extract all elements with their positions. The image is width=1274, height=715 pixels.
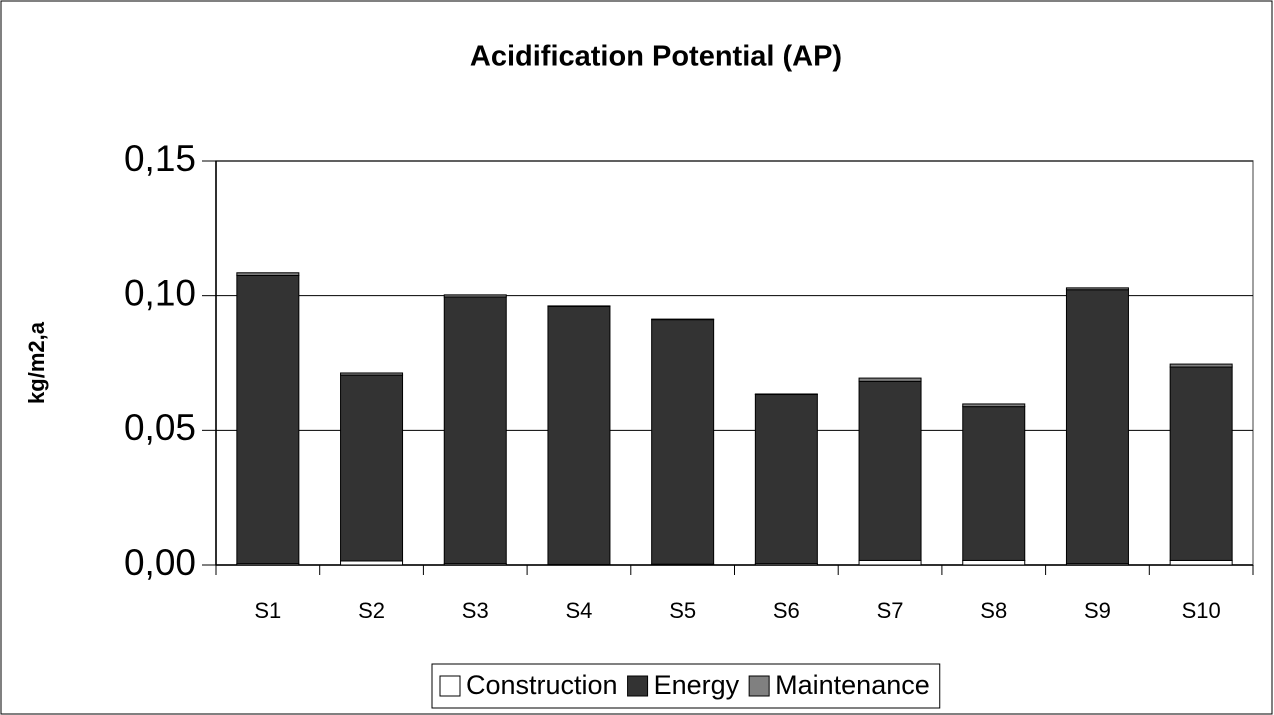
bar-segment: [340, 372, 404, 376]
bar-segment: [1169, 366, 1233, 561]
y-tick-label: 0,00: [124, 542, 196, 583]
bar-segment: [236, 274, 300, 565]
x-tick-label: S5: [669, 598, 696, 623]
x-tick-label: S1: [254, 598, 281, 623]
legend-label: Energy: [654, 670, 740, 700]
bar-segment: [754, 394, 818, 565]
legend-swatch: [748, 675, 770, 697]
chart-title: Acidification Potential (AP): [470, 41, 842, 73]
bar-segment: [340, 560, 404, 566]
bar-segment: [962, 406, 1026, 561]
legend-swatch: [439, 675, 461, 697]
bar-segment: [1169, 363, 1233, 368]
x-tick-label: S9: [1084, 598, 1111, 623]
bar-segment: [1169, 559, 1233, 566]
bar-segment: [547, 305, 611, 565]
y-tick-label: 0,05: [124, 407, 196, 448]
x-tick-label: S3: [462, 598, 489, 623]
bar-segment: [754, 393, 818, 396]
x-tick-label: S10: [1182, 598, 1221, 623]
bar-segment: [547, 305, 611, 307]
legend-box: [431, 663, 941, 709]
bar-segment: [1065, 289, 1129, 565]
bar-segment: [858, 377, 922, 382]
bar-segment: [858, 559, 922, 566]
bar-segment: [651, 318, 715, 321]
y-axis-label: kg/m2,a: [24, 321, 49, 404]
bar-segment: [858, 380, 922, 561]
y-tick-label: 0,15: [124, 138, 196, 179]
bar-segment: [962, 403, 1026, 408]
bar-segment: [443, 296, 507, 565]
legend-label: Maintenance: [775, 670, 930, 700]
bar-segment: [651, 319, 715, 565]
x-tick-label: S4: [565, 598, 592, 623]
bar-segment: [443, 294, 507, 298]
legend-swatch: [627, 675, 649, 697]
y-tick-label: 0,10: [124, 272, 196, 313]
bar-segment: [340, 374, 404, 562]
x-tick-label: S6: [773, 598, 800, 623]
x-tick-label: S8: [980, 598, 1007, 623]
bar-segment: [962, 559, 1026, 566]
x-tick-label: S2: [358, 598, 385, 623]
bar-segment: [236, 272, 300, 276]
bar-segment: [1065, 287, 1129, 291]
legend: Construction Energy Maintenance: [431, 663, 941, 709]
legend-label: Construction: [466, 670, 618, 700]
x-tick-label: S7: [877, 598, 904, 623]
